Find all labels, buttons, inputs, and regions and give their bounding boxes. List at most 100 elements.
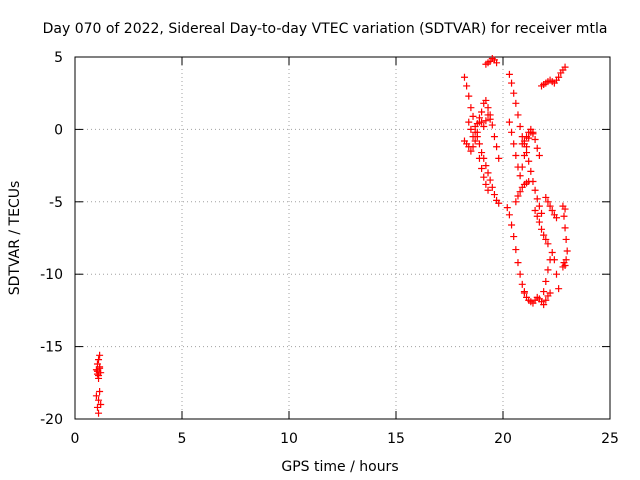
data-point <box>559 263 567 271</box>
series-track-n <box>538 63 569 90</box>
series-track-a <box>460 73 503 207</box>
series-track-h <box>512 178 533 206</box>
axis-tick-labels: 0 5 10 15 20 25 -20 -15 -10 -5 0 5 <box>40 50 619 447</box>
data-point <box>465 92 473 100</box>
y-tick-label: -5 <box>49 195 63 211</box>
data-point <box>514 192 522 200</box>
data-point <box>520 137 528 145</box>
data-point <box>544 266 552 274</box>
data-point <box>467 147 475 155</box>
data-point <box>523 133 531 141</box>
data-point <box>493 143 501 151</box>
data-point <box>553 270 560 278</box>
data-point <box>520 151 528 159</box>
data-point <box>542 193 550 201</box>
data-point <box>533 144 541 152</box>
data-point <box>96 351 104 359</box>
data-point <box>563 247 571 255</box>
data-point <box>560 259 568 267</box>
data-point <box>550 256 558 264</box>
data-point <box>508 79 516 87</box>
data-point <box>542 235 550 243</box>
data-point <box>478 149 486 157</box>
data-point <box>484 111 492 119</box>
data-point <box>96 387 104 395</box>
data-point <box>510 140 518 148</box>
data-point <box>535 202 543 210</box>
data-point <box>490 133 498 141</box>
data-point <box>542 277 550 285</box>
series-track-m <box>559 202 571 271</box>
x-axis-label: GPS time / hours <box>281 459 398 475</box>
data-point <box>505 70 513 78</box>
data-point <box>516 188 524 196</box>
series-track-d <box>475 154 492 194</box>
data-point <box>93 403 101 411</box>
data-point <box>514 111 522 119</box>
data-point <box>533 212 541 220</box>
data-point <box>475 154 483 162</box>
data-point <box>516 172 524 180</box>
data-point <box>505 118 513 126</box>
x-tick-label: 5 <box>178 431 187 447</box>
y-tick-label: -20 <box>40 412 63 428</box>
data-points <box>92 54 571 417</box>
series-track-i <box>520 289 554 309</box>
x-tick-label: 0 <box>71 431 80 447</box>
data-point <box>546 289 554 297</box>
data-point <box>525 157 533 165</box>
data-point <box>93 367 101 375</box>
data-point <box>467 104 475 112</box>
data-point <box>467 125 475 133</box>
data-point <box>538 209 546 217</box>
data-point <box>482 162 490 170</box>
data-point <box>465 118 473 126</box>
data-point <box>514 259 522 267</box>
series-track-g <box>503 204 528 296</box>
grid-lines <box>75 57 610 419</box>
data-point <box>560 212 568 220</box>
data-point <box>520 289 528 297</box>
data-point <box>510 89 518 97</box>
data-point <box>518 163 526 171</box>
data-point <box>503 204 511 212</box>
data-point <box>542 296 550 304</box>
data-point <box>93 360 101 368</box>
data-point <box>473 120 481 128</box>
data-point <box>512 246 520 254</box>
data-point <box>525 178 533 186</box>
data-point <box>548 248 556 256</box>
data-point <box>555 285 563 293</box>
series-track-k <box>531 206 552 248</box>
data-point <box>92 392 100 400</box>
data-point <box>484 169 492 177</box>
data-point <box>463 82 471 90</box>
data-point <box>540 288 548 296</box>
data-point <box>540 231 548 239</box>
data-point <box>533 195 541 203</box>
chart-title: Day 070 of 2022, Sidereal Day-to-day VTE… <box>43 21 608 37</box>
data-point <box>518 280 526 288</box>
data-point <box>482 96 490 104</box>
data-point <box>95 396 103 404</box>
data-point <box>555 73 563 81</box>
data-point <box>478 118 486 126</box>
data-point <box>527 167 535 175</box>
data-point <box>95 356 103 364</box>
data-point <box>495 154 503 162</box>
data-point <box>482 180 490 188</box>
axis-ticks <box>74 56 611 420</box>
data-point <box>484 186 492 194</box>
data-point <box>488 121 496 129</box>
data-point <box>529 128 537 136</box>
data-point <box>471 128 479 136</box>
data-point <box>488 183 496 191</box>
data-point <box>486 115 494 123</box>
data-point <box>561 224 569 232</box>
data-point <box>505 211 513 219</box>
data-point <box>516 123 524 131</box>
data-point <box>495 199 503 207</box>
data-point <box>531 206 539 214</box>
data-point <box>475 140 483 148</box>
data-point <box>531 186 539 194</box>
